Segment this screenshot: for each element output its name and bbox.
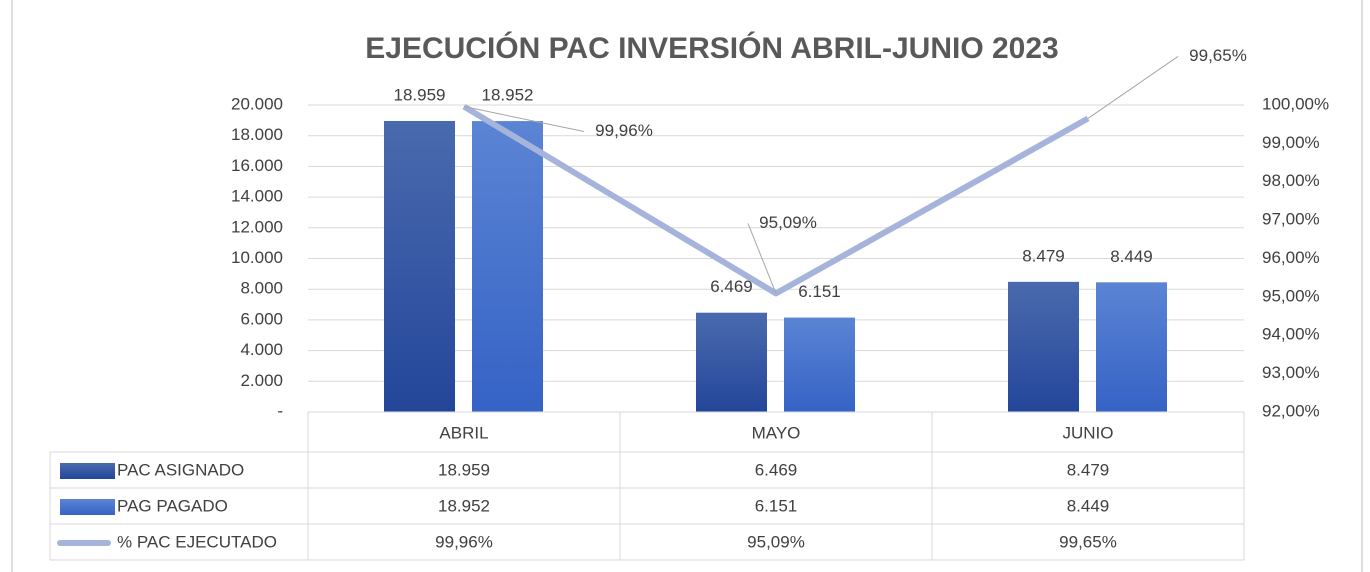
table-cell: 6.151 xyxy=(755,496,798,515)
table-header: MAYO xyxy=(752,423,801,442)
y-tick-label: 12.000 xyxy=(231,217,283,236)
bar-label: 8.479 xyxy=(1022,246,1065,265)
bar xyxy=(1008,281,1079,412)
line-label: 95,09% xyxy=(759,213,817,232)
bar-label: 18.952 xyxy=(482,86,534,105)
y-tick-label: 14.000 xyxy=(231,187,283,206)
y-tick-label: 18.000 xyxy=(231,125,283,144)
y2-tick-label: 95,00% xyxy=(1262,286,1320,305)
legend-label: PAC ASIGNADO xyxy=(117,460,244,479)
y2-tick-label: 93,00% xyxy=(1262,363,1320,382)
table-cell: 8.479 xyxy=(1067,460,1110,479)
bar-label: 6.151 xyxy=(798,282,841,301)
bar-label: 18.959 xyxy=(394,85,446,104)
leader-line xyxy=(463,106,585,133)
bar xyxy=(784,317,855,412)
y-tick-label: 4.000 xyxy=(240,340,283,359)
leader-line xyxy=(1087,56,1179,119)
y-tick-label: 8.000 xyxy=(240,279,283,298)
y-tick-label: 20.000 xyxy=(231,94,283,113)
table-header: ABRIL xyxy=(439,423,488,442)
table-cell: 95,09% xyxy=(747,532,805,551)
y2-tick-label: 98,00% xyxy=(1262,171,1320,190)
table-cell: 18.952 xyxy=(438,496,490,515)
y2-tick-label: 99,00% xyxy=(1262,133,1320,152)
legend-label: % PAC EJECUTADO xyxy=(117,532,277,551)
line-label: 99,65% xyxy=(1189,46,1247,65)
line-series xyxy=(462,103,1090,297)
legend-swatch xyxy=(60,463,115,479)
y2-tick-label: 97,00% xyxy=(1262,210,1320,229)
y-tick-label: 10.000 xyxy=(231,248,283,267)
table-cell: 99,65% xyxy=(1059,532,1117,551)
table-cell: 18.959 xyxy=(438,460,490,479)
legend-label: PAG PAGADO xyxy=(117,496,228,515)
bar xyxy=(384,120,455,413)
table-cell: 99,96% xyxy=(435,532,493,551)
bar xyxy=(1096,282,1167,412)
table-cell: 6.469 xyxy=(755,460,798,479)
y2-tick-label: 92,00% xyxy=(1262,401,1320,420)
y-tick-label: - xyxy=(277,401,283,420)
y2-tick-label: 94,00% xyxy=(1262,325,1320,344)
bar xyxy=(472,121,543,413)
legend-swatch xyxy=(60,499,115,515)
chart-frame xyxy=(11,0,1363,572)
y-tick-label: 6.000 xyxy=(240,309,283,328)
y2-tick-label: 100,00% xyxy=(1262,94,1329,113)
y2-tick-label: 96,00% xyxy=(1262,248,1320,267)
bar-label: 8.449 xyxy=(1110,247,1153,266)
y-tick-label: 2.000 xyxy=(240,371,283,390)
chart-title: EJECUCIÓN PAC INVERSIÓN ABRIL-JUNIO 2023 xyxy=(365,31,1058,65)
table-header: JUNIO xyxy=(1063,423,1114,442)
line-label: 99,96% xyxy=(595,121,653,140)
table-cell: 8.449 xyxy=(1067,496,1110,515)
bar xyxy=(696,312,767,412)
bar-label: 6.469 xyxy=(710,277,753,296)
leader-line xyxy=(747,223,777,294)
y-tick-label: 16.000 xyxy=(231,156,283,175)
